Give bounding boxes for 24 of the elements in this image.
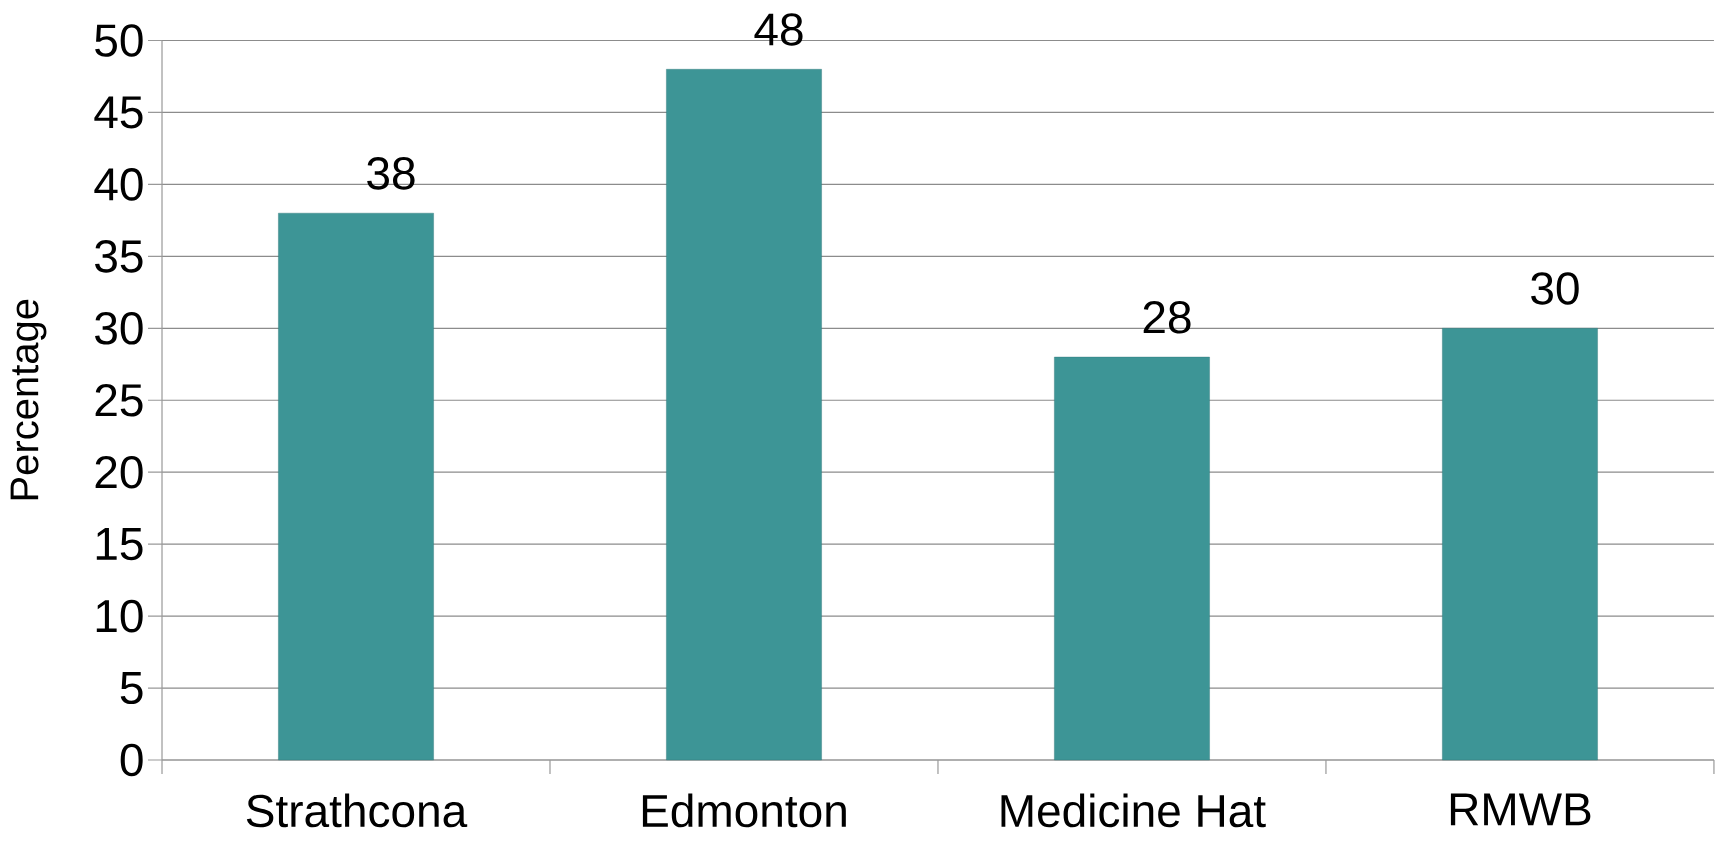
- bar: [1442, 328, 1598, 761]
- y-tick-label: 20: [95, 455, 143, 489]
- y-tick-label: 50: [95, 24, 143, 57]
- data-label: 28: [1143, 300, 1191, 334]
- bar: [278, 212, 434, 761]
- x-tick-label: Strathcona: [246, 793, 468, 828]
- y-tick-label: 0: [120, 743, 143, 777]
- x-tick-label: Medicine Hat: [1001, 793, 1266, 828]
- y-tick-label: 10: [96, 599, 143, 633]
- bar: [1054, 356, 1210, 761]
- y-axis-title: Percentage: [10, 299, 47, 500]
- y-tick-label: 15: [96, 528, 143, 561]
- data-label: 38: [367, 157, 415, 190]
- x-tick-label: RMWB: [1450, 793, 1591, 826]
- data-label: 48: [754, 13, 803, 46]
- bar: [666, 69, 822, 761]
- y-tick-label: 5: [120, 671, 143, 705]
- y-tick-label: 35: [95, 240, 143, 273]
- y-tick-label: 25: [95, 383, 143, 417]
- y-tick-label: 40: [94, 168, 143, 201]
- data-label: 30: [1531, 272, 1579, 305]
- x-tick-label: Edmonton: [642, 793, 846, 828]
- y-tick-label: 30: [95, 312, 143, 345]
- y-tick-label: 45: [94, 96, 143, 129]
